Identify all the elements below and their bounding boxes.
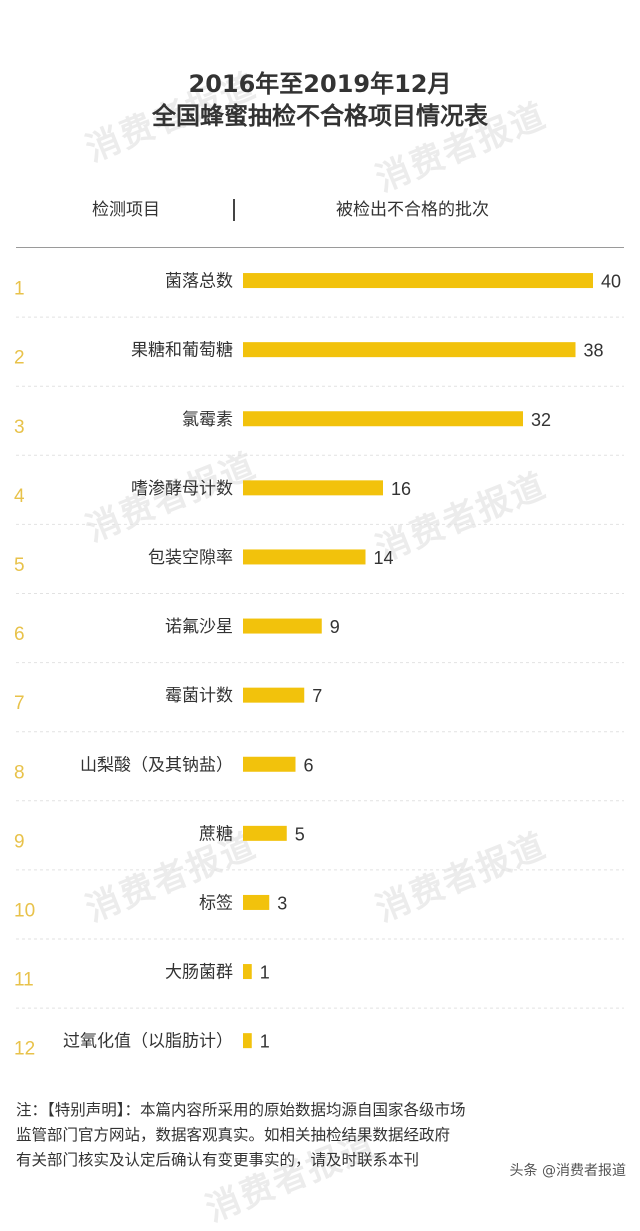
rank-number: 6: [14, 624, 25, 645]
column-divider: [233, 199, 235, 221]
value-label: 16: [391, 479, 411, 499]
note-line: 监管部门官方网站，数据客观真实。如相关抽检结果数据经政府: [16, 1126, 451, 1144]
category-label: 包装空隙率: [148, 548, 233, 568]
column-header-count: 被检出不合格的批次: [336, 200, 489, 220]
bar-chart: 1 菌落总数 402 果糖和葡萄糖 383 氯霉素 324 嗜渗酵母计数 165 包装空隙率 146…: [14, 272, 624, 1060]
rank-number: 1: [14, 279, 25, 300]
bar: [243, 687, 305, 703]
bar: [243, 411, 523, 427]
rank-number: 5: [14, 555, 25, 576]
category-label: 嗜渗酵母计数: [131, 479, 233, 499]
value-label: 38: [584, 341, 604, 361]
rank-number: 9: [14, 831, 25, 852]
rank-number: 12: [14, 1039, 35, 1060]
value-label: 5: [295, 824, 305, 844]
chart-title-line2: 全国蜂蜜抽检不合格项目情况表: [152, 102, 488, 130]
rank-number: 10: [14, 900, 35, 921]
bar: [243, 342, 576, 358]
bar: [243, 549, 366, 565]
disclaimer-note: 注：【特别声明】：本篇内容所采用的原始数据均源自国家各级市场 监管部门官方网站，…: [16, 1098, 630, 1173]
value-label: 6: [304, 755, 314, 775]
chart-title-line1: 2016年至2019年12月: [188, 70, 452, 98]
category-label: 标签: [199, 893, 233, 913]
category-label: 蔗糖: [199, 824, 233, 844]
category-label: 过氧化值（以脂肪计）: [63, 1032, 233, 1052]
category-label: 菌落总数: [165, 272, 233, 292]
rank-number: 3: [14, 417, 25, 438]
category-label: 山梨酸（及其钠盐）: [80, 755, 233, 775]
rank-number: 7: [14, 693, 25, 714]
note-line: 注：【特别声明】：本篇内容所采用的原始数据均源自国家各级市场: [16, 1101, 466, 1119]
category-label: 诺氟沙星: [165, 617, 233, 637]
value-label: 40: [601, 272, 621, 292]
rank-number: 11: [14, 970, 34, 991]
rank-number: 8: [14, 762, 25, 783]
value-label: 14: [374, 548, 394, 568]
category-label: 果糖和葡萄糖: [131, 341, 233, 361]
header-rule: [16, 247, 624, 248]
bar: [243, 618, 322, 634]
bar: [243, 894, 270, 910]
value-label: 3: [277, 893, 287, 913]
value-label: 1: [260, 1032, 270, 1052]
value-label: 7: [312, 686, 322, 706]
category-label: 霉菌计数: [165, 686, 233, 706]
value-label: 9: [330, 617, 340, 637]
rank-number: 2: [14, 348, 25, 369]
value-label: 1: [260, 963, 270, 983]
bar: [243, 1033, 252, 1049]
category-label: 氯霉素: [182, 410, 233, 430]
bar: [243, 756, 296, 772]
column-header-item: 检测项目: [92, 200, 160, 220]
note-line: 有关部门核实及认定后确认有变更事实的，请及时联系本刊: [16, 1151, 420, 1169]
bar: [243, 480, 383, 496]
value-label: 32: [531, 410, 551, 430]
rank-number: 4: [14, 486, 25, 507]
bar: [243, 825, 287, 841]
bar: [243, 964, 252, 980]
bar: [243, 273, 593, 289]
category-label: 大肠菌群: [165, 963, 233, 983]
source-label: 头条 @消费者报道: [507, 1160, 628, 1180]
